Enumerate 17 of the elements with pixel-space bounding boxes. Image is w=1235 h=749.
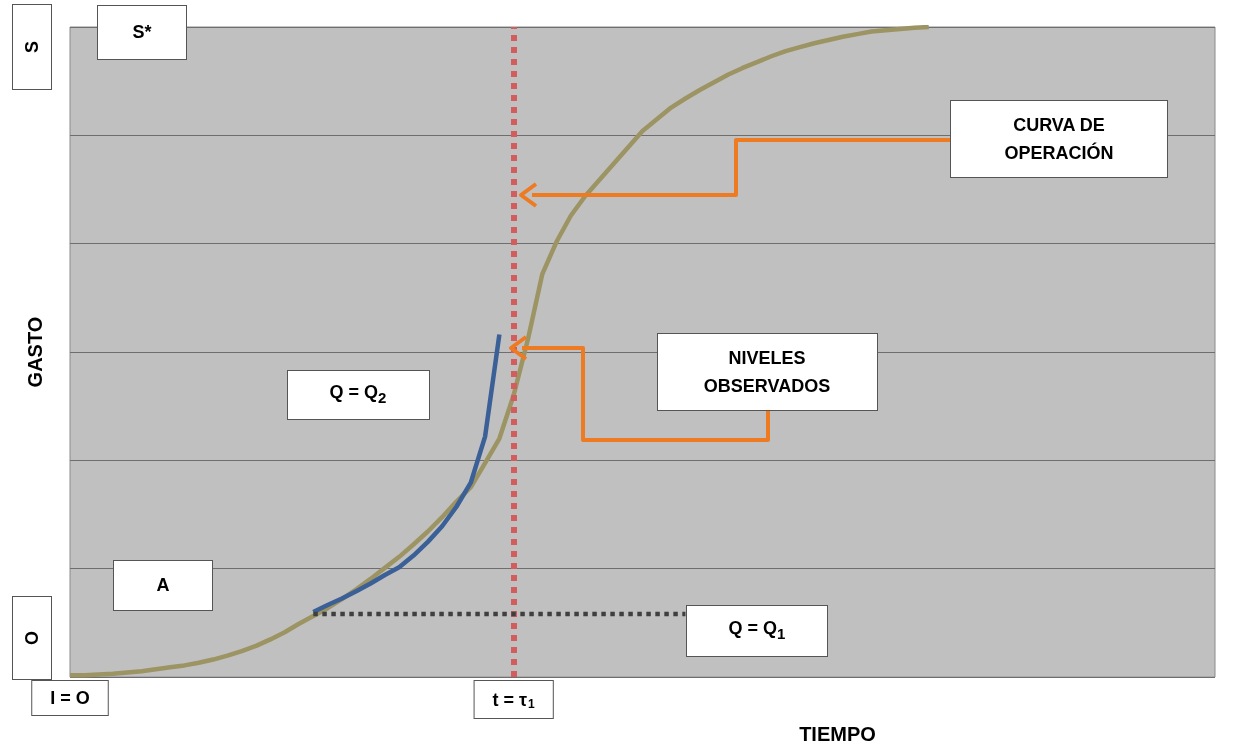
annotation: A <box>155 574 171 597</box>
text-box: Q = Q$_{1}$ <box>686 605 828 657</box>
annotation: NIVELES OBSERVADOS <box>702 347 832 398</box>
annotation: Q = Q$_{2}$ <box>328 381 388 408</box>
text-box: CURVA DE OPERACIÓN <box>950 100 1168 178</box>
x-axis-title: TIEMPO <box>799 723 876 745</box>
x-tick-label: I = O <box>50 688 90 709</box>
text-box: NIVELES OBSERVADOS <box>656 333 878 411</box>
text-box: O <box>12 596 52 680</box>
text-box: S <box>12 4 52 90</box>
text-box: A <box>113 559 213 611</box>
annotation: S* <box>131 21 153 44</box>
y-axis-title: GASTO <box>24 316 46 388</box>
annotation: Q = Q$_{1}$ <box>727 617 787 644</box>
text-box: Q = Q$_{2}$ <box>286 370 430 420</box>
text-box: S* <box>97 4 187 60</box>
annotation: CURVA DE OPERACIÓN <box>1003 114 1115 165</box>
